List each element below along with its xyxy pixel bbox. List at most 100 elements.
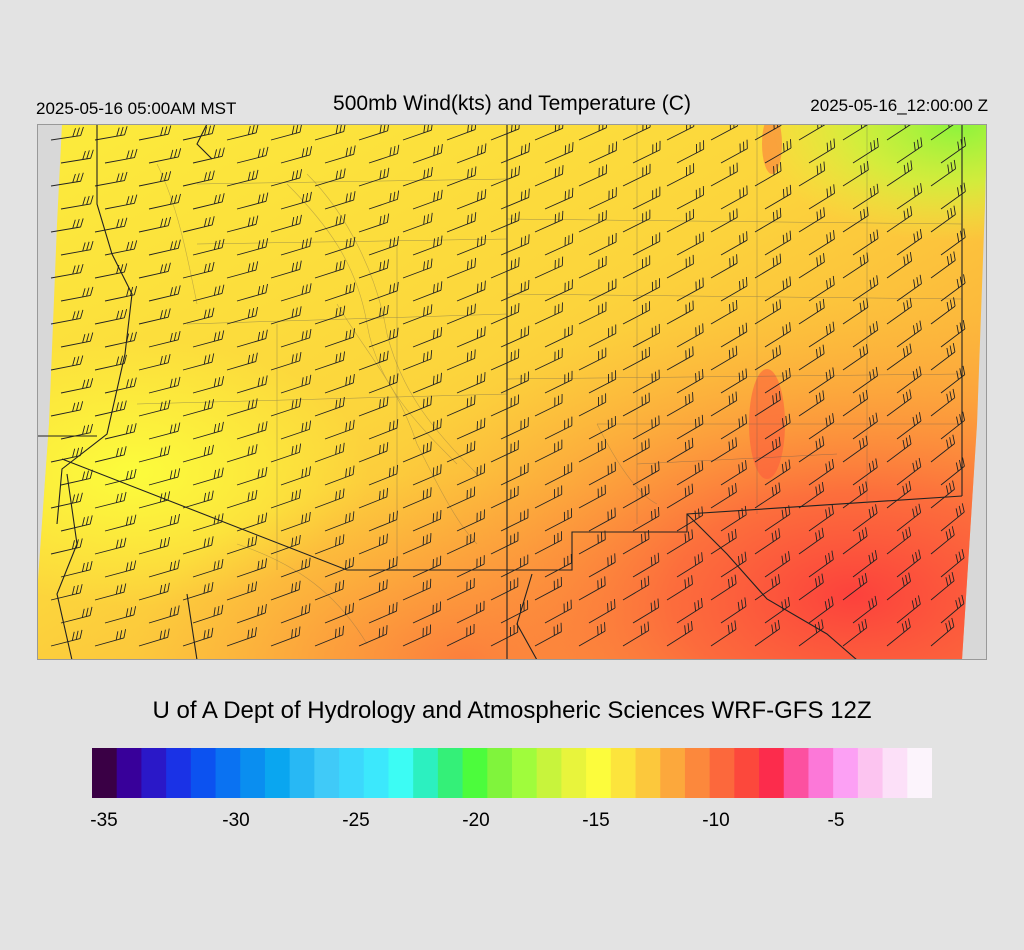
- wind-barb: [544, 233, 574, 256]
- wind-barb: [930, 572, 955, 601]
- wind-barb: [192, 421, 224, 440]
- wind-barb: [412, 601, 441, 624]
- wind-barb: [446, 303, 476, 325]
- wind-barb: [896, 595, 921, 624]
- wind-barb: [50, 218, 84, 233]
- wind-barb: [270, 626, 301, 647]
- colorbar-swatch: [116, 748, 142, 798]
- wind-barb: [578, 439, 606, 463]
- wind-barb: [930, 159, 957, 187]
- wind-barb: [896, 366, 922, 394]
- wind-barb: [270, 214, 302, 233]
- wind-barb: [368, 190, 400, 210]
- wind-barb: [280, 146, 313, 164]
- wind-barb: [94, 446, 127, 463]
- wind-barb: [754, 619, 781, 647]
- colorbar-swatch: [215, 748, 241, 798]
- colorbar-swatch: [734, 748, 760, 798]
- colorbar-swatch: [635, 748, 661, 798]
- wind-barb: [544, 325, 573, 348]
- wind-barb: [324, 602, 354, 624]
- wind-barb: [104, 606, 137, 624]
- wind-barb: [808, 504, 834, 532]
- wind-barb: [588, 278, 617, 302]
- wind-barb: [50, 355, 84, 371]
- wind-barb: [270, 124, 303, 141]
- wind-barb: [358, 304, 389, 325]
- wind-barb: [764, 367, 791, 394]
- wind-barb: [798, 390, 825, 417]
- wind-barb: [490, 257, 520, 279]
- wind-barb: [236, 283, 268, 302]
- wind-barb: [500, 142, 530, 164]
- wind-barb: [226, 124, 259, 141]
- wind-barb: [622, 346, 650, 371]
- wind-barb: [456, 189, 487, 210]
- wind-barb: [490, 440, 519, 463]
- wind-barb: [622, 209, 651, 233]
- wind-barb: [402, 533, 432, 555]
- wind-barb: [358, 579, 388, 601]
- wind-barb: [500, 325, 530, 348]
- wind-barb: [534, 622, 562, 647]
- wind-barb: [368, 556, 398, 578]
- wind-barb: [544, 599, 572, 624]
- wind-barb: [852, 504, 878, 532]
- wind-barb: [358, 442, 389, 463]
- wind-barb: [182, 444, 214, 463]
- wind-barb: [402, 441, 432, 463]
- wind-barb: [456, 372, 486, 394]
- wind-barb: [236, 146, 269, 164]
- wind-barb: [402, 258, 433, 279]
- wind-barb: [500, 463, 529, 486]
- wind-barb: [852, 550, 878, 578]
- wind-barb: [632, 598, 660, 624]
- wind-barb: [710, 620, 737, 647]
- wind-barb: [940, 274, 966, 302]
- colorbar-swatch: [759, 748, 785, 798]
- wind-barb: [226, 444, 258, 463]
- wind-barb: [676, 186, 704, 210]
- wind-barb: [534, 531, 563, 555]
- wind-barb: [754, 162, 782, 187]
- wind-barb: [622, 438, 650, 463]
- wind-barb: [940, 549, 965, 578]
- wind-barb: [622, 484, 650, 509]
- wind-barb: [50, 538, 83, 555]
- wind-barb: [886, 389, 912, 417]
- wind-barb: [182, 627, 214, 647]
- wind-barb: [764, 459, 791, 486]
- wind-barb: [192, 284, 225, 302]
- wind-barb: [940, 320, 966, 348]
- wind-barb: [94, 629, 127, 647]
- wind-barb: [412, 189, 443, 210]
- colorbar-swatch: [660, 748, 686, 798]
- wind-barb: [270, 169, 303, 187]
- wind-barb: [710, 345, 738, 371]
- wind-barb: [896, 503, 922, 532]
- wind-barb: [280, 328, 312, 348]
- colorbar-swatch: [388, 748, 414, 798]
- wind-barb: [930, 124, 957, 141]
- wind-barb: [534, 124, 564, 141]
- wind-barb: [490, 348, 520, 371]
- wind-barb: [368, 602, 398, 624]
- wind-barb: [182, 170, 215, 187]
- wind-barb: [402, 487, 432, 509]
- wind-barb: [490, 577, 519, 601]
- wind-barb: [50, 172, 84, 187]
- wind-barb: [368, 373, 399, 394]
- wind-barb: [842, 160, 869, 187]
- wind-barb: [842, 252, 869, 279]
- wind-barb: [886, 297, 912, 325]
- wind-barb: [632, 506, 660, 532]
- wind-barb: [456, 509, 485, 532]
- wind-barb: [280, 603, 311, 624]
- wind-barb: [578, 256, 607, 279]
- wind-barb: [270, 260, 302, 279]
- wind-barb: [60, 240, 94, 256]
- wind-barb: [842, 389, 869, 417]
- wind-barb: [182, 353, 215, 371]
- wind-barb: [490, 211, 520, 233]
- wind-barb: [226, 535, 258, 555]
